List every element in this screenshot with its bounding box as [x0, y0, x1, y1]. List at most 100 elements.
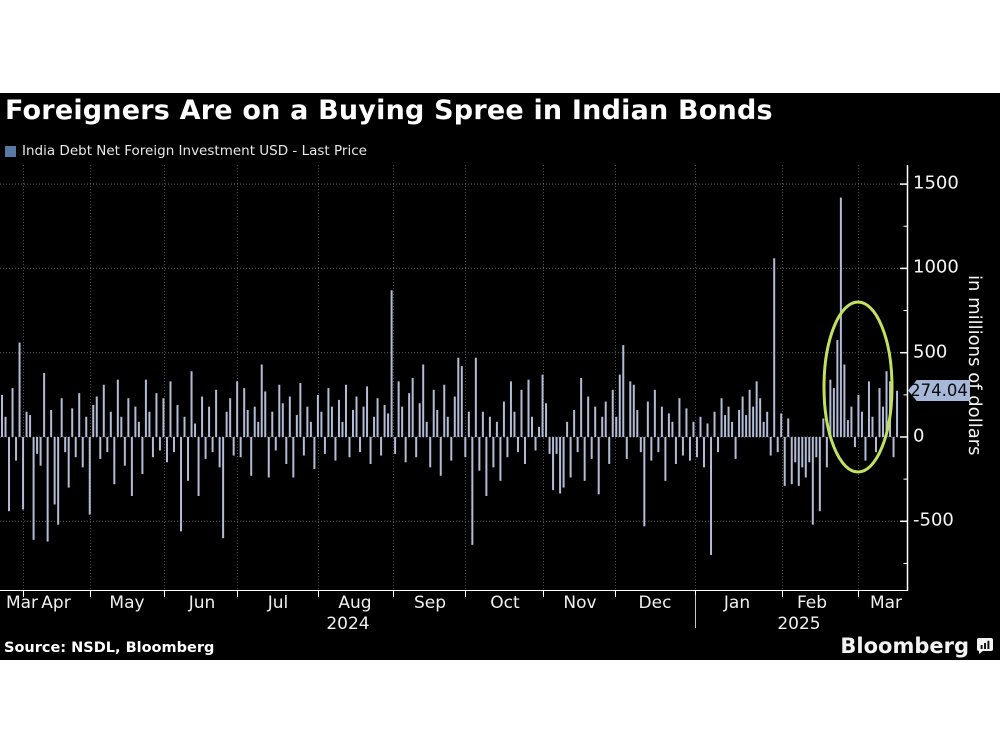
- bar: [559, 437, 562, 494]
- bar: [653, 389, 656, 437]
- bar: [176, 404, 179, 437]
- bar: [583, 437, 586, 481]
- bar: [165, 437, 168, 463]
- bar: [288, 396, 291, 437]
- bar: [218, 437, 221, 468]
- bar: [632, 384, 635, 437]
- bar: [874, 437, 877, 453]
- bar: [850, 406, 853, 437]
- bar: [741, 396, 744, 437]
- bar: [1, 394, 3, 437]
- bar: [811, 437, 814, 525]
- bar: [116, 379, 119, 437]
- x-month-label: Aug: [338, 593, 372, 613]
- plot-area: in millions of dollars 274.04 1500 1000 50…: [0, 165, 1000, 599]
- bar: [394, 437, 397, 454]
- bar: [390, 290, 393, 437]
- bar: [485, 437, 488, 497]
- bar: [622, 345, 625, 437]
- bar: [790, 437, 793, 485]
- x-month-label: May: [109, 593, 145, 613]
- bar: [422, 364, 425, 437]
- bar: [362, 406, 365, 437]
- bar: [183, 416, 186, 437]
- bar: [657, 437, 660, 453]
- bar: [727, 406, 730, 437]
- bar: [246, 410, 249, 437]
- bar: [144, 379, 147, 437]
- bar: [253, 406, 256, 437]
- bar: [738, 410, 741, 437]
- bar: [158, 437, 161, 451]
- bar: [257, 421, 260, 437]
- bar: [106, 437, 109, 453]
- bar: [418, 403, 421, 437]
- bar: [618, 374, 621, 437]
- bar: [401, 406, 404, 437]
- legend-swatch-icon: [5, 145, 16, 157]
- bar: [787, 418, 790, 437]
- bar: [597, 437, 600, 495]
- bar: [387, 413, 390, 437]
- x-month-label: Nov: [563, 593, 597, 613]
- bar: [60, 398, 63, 437]
- bar: [509, 381, 512, 437]
- bar: [674, 437, 677, 464]
- bar: [380, 437, 383, 456]
- bar: [499, 437, 502, 481]
- bar: [373, 416, 376, 437]
- bar: [636, 410, 639, 437]
- bar: [25, 411, 28, 437]
- bar: [344, 384, 347, 437]
- bar: [271, 411, 274, 437]
- bar: [555, 437, 558, 454]
- bar: [692, 421, 695, 437]
- x-year-label: 2024: [326, 614, 370, 634]
- bar: [896, 390, 899, 437]
- bar: [92, 404, 95, 437]
- bar: [436, 410, 439, 437]
- bar: [562, 437, 565, 488]
- bar: [829, 379, 832, 437]
- bar: [608, 437, 611, 464]
- last-price-badge: 274.04: [908, 380, 970, 401]
- bar: [695, 437, 698, 458]
- legend-label: India Debt Net Foreign Investment USD - …: [22, 143, 367, 159]
- x-axis-year-labels: 2024 2025: [0, 614, 1000, 634]
- bar: [130, 437, 133, 497]
- bar: [710, 437, 713, 556]
- bar: [523, 437, 526, 464]
- bar: [53, 437, 56, 505]
- bar: [169, 381, 172, 437]
- bar: [734, 437, 737, 459]
- x-month-label: Sep: [413, 593, 447, 613]
- bar: [545, 403, 548, 437]
- x-year-label: 2025: [777, 614, 821, 634]
- bar: [467, 411, 470, 437]
- bar: [337, 399, 340, 437]
- x-month-label: Apr: [41, 593, 71, 613]
- bar: [794, 437, 797, 463]
- bar: [99, 437, 102, 459]
- chart-svg: [0, 165, 909, 597]
- bar: [882, 406, 885, 437]
- bar: [706, 423, 709, 437]
- bar: [359, 437, 362, 453]
- bar: [102, 384, 105, 437]
- bar: [334, 437, 337, 461]
- bar: [871, 416, 874, 437]
- bar: [780, 413, 783, 437]
- bar: [678, 398, 681, 437]
- bar: [36, 437, 39, 454]
- bar: [832, 388, 835, 437]
- bar: [513, 411, 516, 437]
- bar: [471, 437, 474, 545]
- bar: [720, 398, 723, 437]
- x-month-label: Mar: [5, 593, 39, 613]
- bar: [615, 416, 618, 437]
- bar: [323, 437, 326, 454]
- bar: [660, 406, 663, 437]
- bloomberg-logo-text: Bloomberg: [840, 634, 969, 658]
- bar: [404, 437, 407, 463]
